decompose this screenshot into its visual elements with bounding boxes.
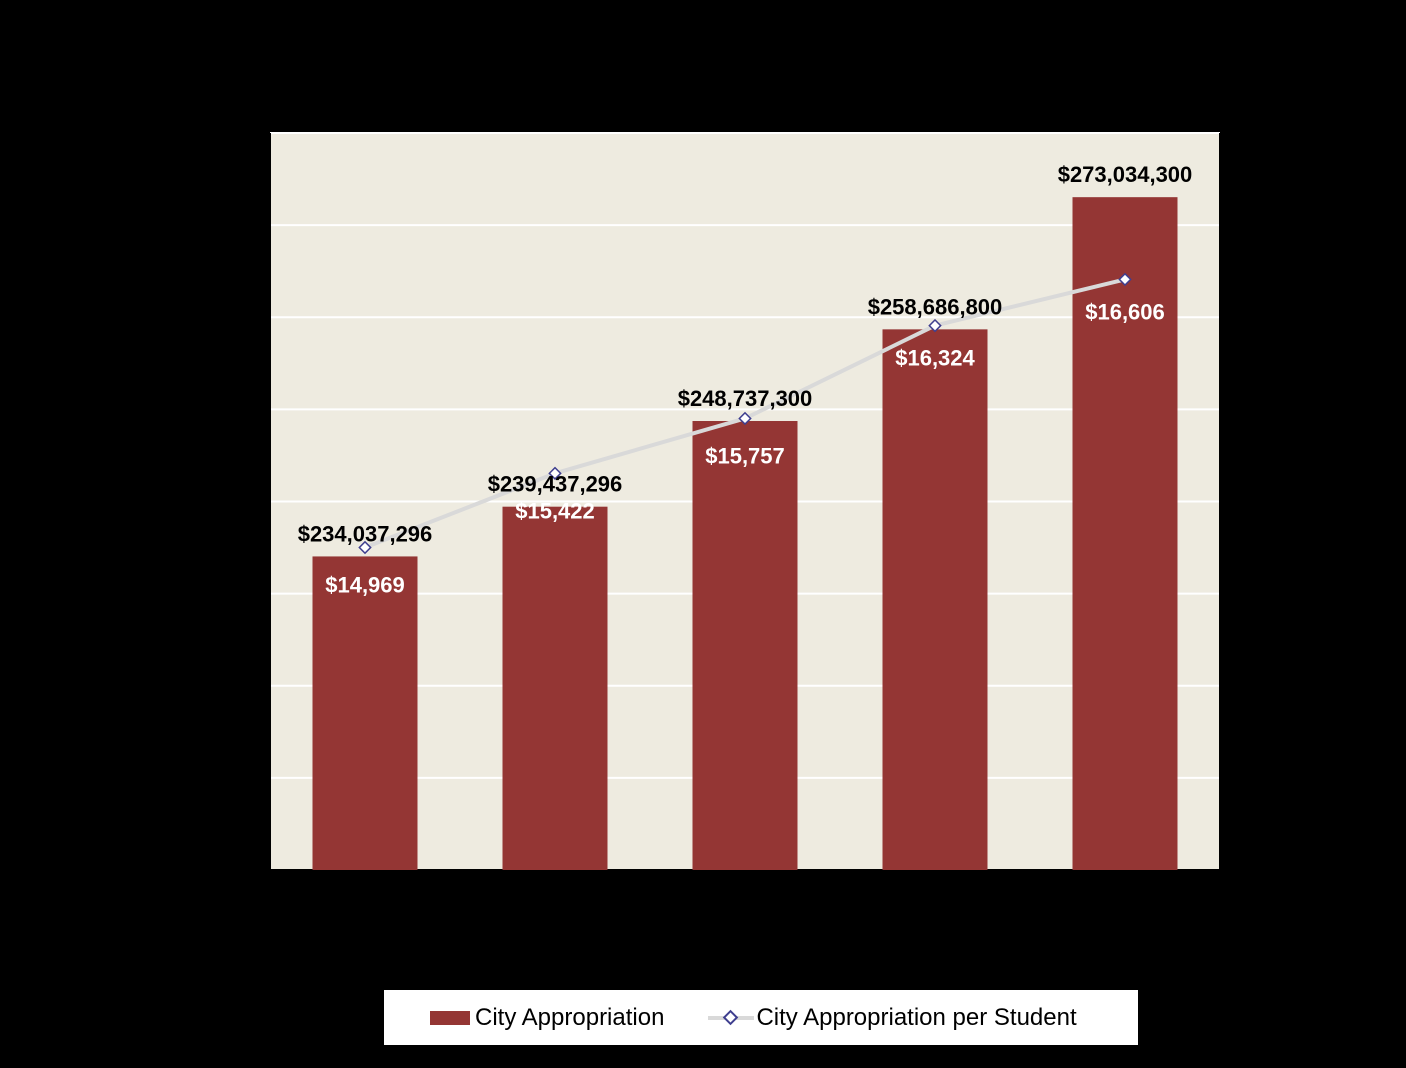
line-marker [738, 411, 752, 426]
line-value-label: $16,324 [895, 346, 975, 371]
legend-line-swatch [708, 1009, 755, 1025]
line-value-label: $15,422 [515, 498, 595, 523]
legend-bar-label: City Appropriation [475, 1003, 665, 1031]
bar [882, 329, 988, 870]
bar-value-label: $239,437,296 [488, 472, 623, 497]
data-labels: $234,037,296 $239,437,296 $248,737,300 $258… [298, 162, 1193, 597]
line-series [358, 272, 1132, 555]
bar [312, 556, 418, 870]
line-marker [1118, 272, 1132, 287]
legend-item-bar: City Appropriation [430, 1004, 664, 1032]
line-value-label: $16,606 [1085, 299, 1165, 324]
bar [692, 421, 798, 870]
line-value-label: $14,969 [325, 573, 405, 598]
line-value-label: $15,757 [705, 443, 785, 468]
legend-line-label: City Appropriation per Student [756, 1003, 1077, 1031]
bar-value-label: $273,034,300 [1058, 162, 1193, 187]
bar-value-label: $248,737,300 [678, 386, 813, 411]
line-marker [928, 318, 942, 333]
legend-bar-swatch [430, 1010, 470, 1025]
legend: City Appropriation City Appropriation pe… [384, 990, 1138, 1045]
bar [1072, 197, 1178, 870]
bar-value-label: $234,037,296 [298, 521, 433, 546]
line-marker [358, 540, 372, 555]
line-marker [548, 466, 562, 481]
legend-item-line: City Appropriation per Student [708, 1003, 1077, 1032]
bar-series [312, 197, 1178, 870]
bar [502, 506, 608, 870]
bar-value-label: $258,686,800 [868, 294, 1003, 319]
